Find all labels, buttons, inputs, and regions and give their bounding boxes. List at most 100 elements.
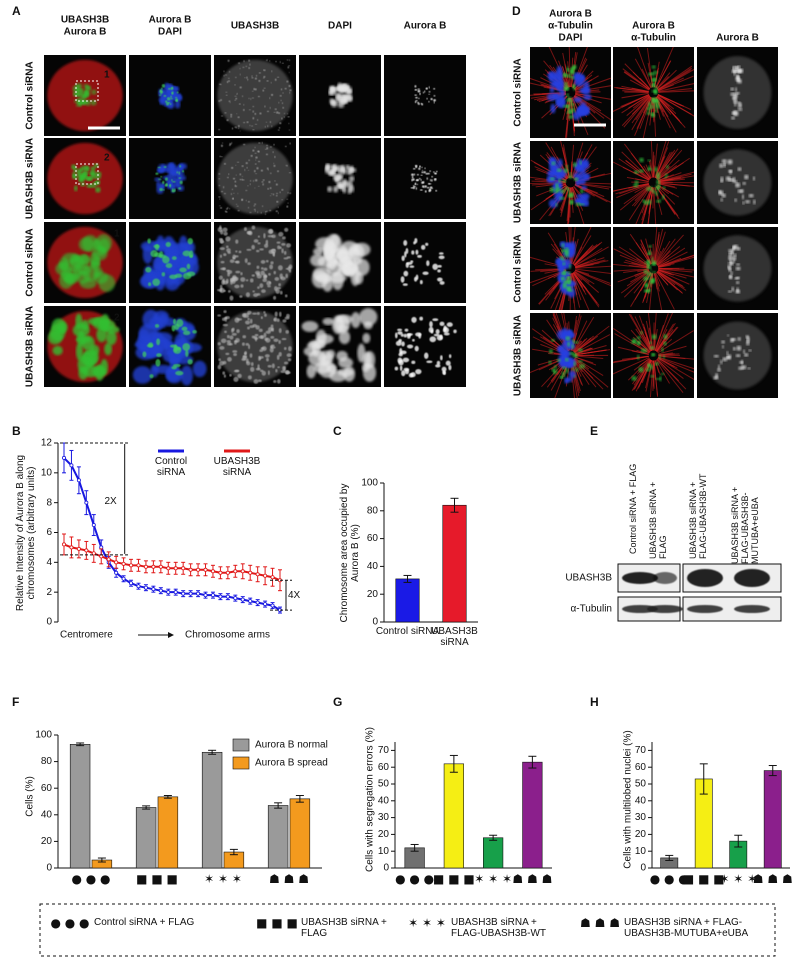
speckle xyxy=(421,181,424,184)
series-point xyxy=(69,545,74,550)
microtubule xyxy=(628,186,652,221)
speckle xyxy=(241,198,244,201)
x-tick-label: ✶ ✶ ✶ xyxy=(474,872,513,886)
annotation: 2X xyxy=(104,496,117,507)
micrograph xyxy=(613,141,694,224)
chromatin xyxy=(568,280,571,284)
speckle xyxy=(284,227,289,232)
speckle xyxy=(263,69,265,71)
microtubule xyxy=(657,357,678,369)
row-label: Control siRNA xyxy=(24,61,36,130)
chromatin xyxy=(735,75,740,82)
speckle xyxy=(253,239,259,243)
microtubule xyxy=(631,96,651,124)
speckle xyxy=(256,74,258,77)
column-header: Aurora B xyxy=(549,9,592,20)
speckle xyxy=(245,200,247,202)
chromatin xyxy=(559,88,566,99)
speckle xyxy=(270,261,274,265)
chromatin xyxy=(649,341,652,345)
speckle xyxy=(428,183,432,185)
speckle xyxy=(413,241,416,245)
speckle xyxy=(222,227,228,232)
microtubule xyxy=(567,61,571,88)
microtubule xyxy=(530,269,567,284)
speckle xyxy=(234,184,236,187)
speckle xyxy=(234,369,240,372)
micrograph xyxy=(214,55,296,136)
micrograph xyxy=(697,227,778,310)
speckle xyxy=(429,179,432,182)
speckle xyxy=(423,352,429,359)
speckle xyxy=(227,176,229,179)
chromatin xyxy=(658,354,661,360)
row-label: UBASH3B siRNA xyxy=(24,305,36,388)
speckle xyxy=(274,78,277,81)
microtubule xyxy=(655,96,677,133)
series-point xyxy=(69,463,74,468)
chromatin xyxy=(753,199,756,205)
series-line xyxy=(63,457,281,611)
chromatin xyxy=(90,99,97,106)
speckle xyxy=(284,294,288,298)
speckle xyxy=(246,248,252,251)
series-point xyxy=(188,591,193,596)
chromatin xyxy=(728,255,733,261)
speckle xyxy=(223,74,225,77)
chromatin xyxy=(338,330,351,345)
microtubule xyxy=(571,47,588,88)
row-label: Control siRNA xyxy=(24,228,36,297)
chromatin xyxy=(549,163,558,173)
speckle xyxy=(283,366,287,371)
speckle xyxy=(232,276,238,282)
y-tick-label: 60 xyxy=(41,783,53,794)
speckle xyxy=(274,155,276,159)
chromatin xyxy=(747,367,751,370)
microtubule xyxy=(654,231,666,264)
speckle xyxy=(235,250,238,253)
speckle xyxy=(230,192,232,196)
speckle xyxy=(284,145,287,148)
chromatin xyxy=(736,69,742,73)
speckle xyxy=(432,263,439,270)
speckle xyxy=(252,110,254,113)
speckle xyxy=(414,345,419,352)
speckle xyxy=(257,286,260,289)
speckle xyxy=(254,333,259,337)
speckle xyxy=(185,349,189,358)
speckle xyxy=(280,99,282,102)
series-point xyxy=(188,567,193,572)
series-point xyxy=(263,573,268,578)
series-point xyxy=(233,596,238,601)
chromatin xyxy=(554,365,557,370)
chromatin xyxy=(568,175,573,179)
microtubule xyxy=(574,347,592,355)
microtubule xyxy=(613,355,649,364)
speckle xyxy=(232,350,238,353)
speckle xyxy=(266,357,269,362)
speckle xyxy=(224,112,227,114)
speckle xyxy=(276,354,280,360)
microtubule xyxy=(621,92,649,99)
speckle xyxy=(257,235,260,238)
y-tick-label: 0 xyxy=(46,863,52,874)
chromatin xyxy=(651,97,655,103)
speckle xyxy=(155,172,159,175)
chromatin xyxy=(632,338,637,343)
chromatin xyxy=(555,183,559,189)
y-tick-label: 10 xyxy=(635,846,647,857)
series-point xyxy=(196,567,201,572)
speckle xyxy=(239,178,242,181)
chromatin xyxy=(82,265,100,282)
chromatin xyxy=(633,183,639,188)
chromatin xyxy=(718,190,722,195)
chromatin xyxy=(549,187,555,193)
speckle xyxy=(263,233,266,239)
microtubule xyxy=(655,60,671,89)
speckle xyxy=(280,370,286,374)
speckle xyxy=(218,275,223,281)
microtubule xyxy=(637,47,653,88)
speckle xyxy=(402,357,410,363)
speckle xyxy=(419,189,423,191)
chromatin xyxy=(649,283,652,287)
